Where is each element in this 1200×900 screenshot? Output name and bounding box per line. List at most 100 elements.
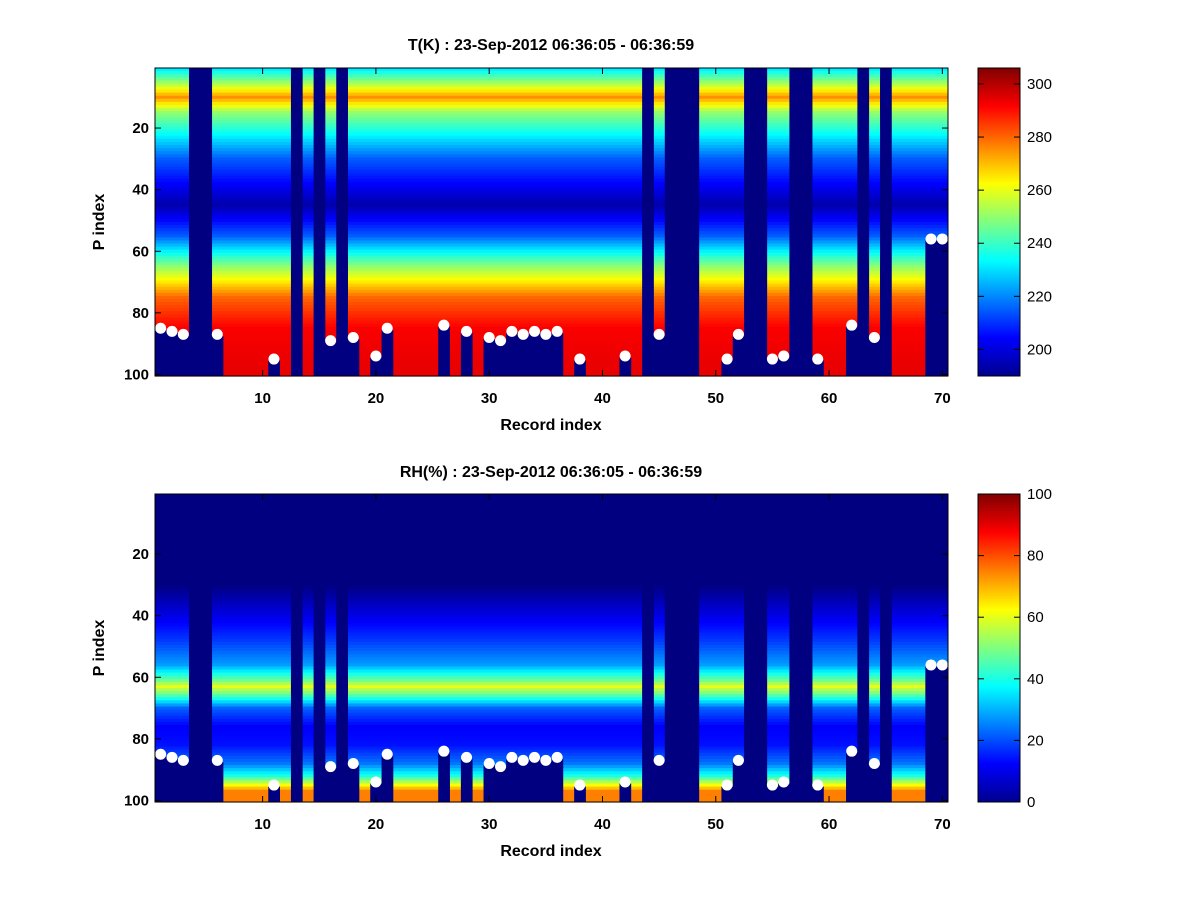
temperature-heat-row [155,326,948,331]
humidity-heat-row [155,632,948,637]
temperature-below-surface [155,329,167,376]
temperature-surface-marker [325,335,337,347]
temperature-surface-markers [155,233,948,365]
temperature-heat-row [155,148,948,152]
temperature-heat-row [155,228,948,232]
humidity-below-surface [540,761,552,802]
humidity-surface-marker [155,748,167,760]
humidity-surface-marker [483,758,495,769]
temperature-colorbar-gradient [978,68,1020,376]
temperature-below-surface [177,335,190,376]
temperature-below-surface [551,332,564,376]
temperature-y-tick-label: 80 [132,305,149,322]
temperature-missing-column [642,68,654,376]
temperature-heat-row [155,111,948,115]
temperature-heat-row [155,197,948,202]
humidity-surface-marker [721,779,733,791]
temperature-heat-row [155,252,948,257]
temperature-below-surface [347,339,360,376]
temperature-heat-row [155,218,948,223]
temperature-below-surface [370,357,382,376]
humidity-heat-row [155,555,948,560]
temperature-surface-marker [370,350,382,362]
temperature-heat-row [155,295,948,300]
temperature-surface-marker [925,233,937,245]
temperature-x-tick-label: 70 [934,390,951,407]
temperature-x-tick-label: 30 [481,390,498,407]
humidity-surface-marker [166,751,178,763]
temperature-heat-row [155,89,948,94]
humidity-missing-column [755,494,768,802]
temperature-below-surface [936,240,949,376]
humidity-heat-row [155,500,948,504]
temperature-surface-marker [619,350,631,362]
temperature-missing-column [744,68,756,376]
temperature-heat-row [155,280,948,285]
humidity-below-surface [155,755,167,802]
humidity-heat-row [155,497,948,501]
temperature-heat-row [155,151,948,155]
humidity-title: RH(%) : 23-Sep-2012 06:36:05 - 06:36:59 [400,464,702,481]
temperature-heat-row [155,141,948,146]
humidity-below-surface [551,758,564,802]
temperature-heat-row [155,323,948,328]
temperature-below-surface [732,335,745,376]
temperature-surface-marker [551,325,563,337]
temperature-heatmap [155,68,948,377]
humidity-heat-row [155,512,948,517]
temperature-heat-row [155,234,948,238]
temperature-heat-row [155,169,948,174]
humidity-heat-row [155,737,948,741]
temperature-surface-marker [732,328,744,340]
temperature-heat-row [155,231,948,235]
temperature-heat-row [155,246,948,251]
humidity-heat-row [155,654,948,658]
temperature-below-surface [846,326,858,376]
temperature-missing-column [336,68,348,376]
humidity-colorbar-ticks: 0 20 40 60 80 100 [978,486,1052,811]
temperature-colorbar-tick-label: 200 [1027,341,1052,358]
temperature-heat-row [155,71,948,75]
temperature-heat-row [155,132,948,137]
temperature-heat-row [155,175,948,180]
humidity-y-tick-label: 60 [132,669,149,686]
temperature-heat-row [155,126,948,131]
temperature-surface-marker [347,332,359,343]
humidity-heat-row [155,734,948,738]
temperature-colorbar-tick-label: 280 [1027,129,1052,146]
humidity-below-surface [506,758,518,802]
humidity-heat-row [155,580,948,584]
temperature-heat-row [155,188,948,192]
humidity-below-surface [574,786,586,802]
temperature-heat-row [155,178,948,183]
humidity-heat-row [155,663,948,668]
humidity-heat-row [155,571,948,575]
humidity-heat-row [155,623,948,628]
humidity-heat-row [155,641,948,646]
humidity-heat-row [155,611,948,615]
temperature-x-axis: 10 20 30 40 50 60 70 [254,68,951,407]
temperature-heat-row [155,299,948,303]
humidity-heat-row [155,746,948,751]
temperature-x-tick-label: 50 [707,390,724,407]
humidity-missing-records [155,494,949,802]
temperature-heat-row [155,311,948,315]
temperature-heat-row [155,258,948,263]
humidity-surface-marker [540,754,552,766]
humidity-heat-row [155,620,948,624]
temperature-heat-row [155,222,948,226]
temperature-colorbar-tick-label: 240 [1027,235,1052,252]
humidity-heat-row [155,607,948,612]
temperature-heat-row [155,138,948,143]
temperature-missing-column [857,68,870,376]
humidity-plot-frame [154,493,949,803]
humidity-heat-row [155,651,948,655]
humidity-below-surface [177,761,190,802]
temperature-heat-row [155,68,948,72]
humidity-heat-row [155,537,948,541]
temperature-heat-row [155,286,948,291]
temperature-surface-marker [517,328,529,340]
temperature-surface-marker [766,353,778,365]
temperature-missing-column [687,68,700,376]
